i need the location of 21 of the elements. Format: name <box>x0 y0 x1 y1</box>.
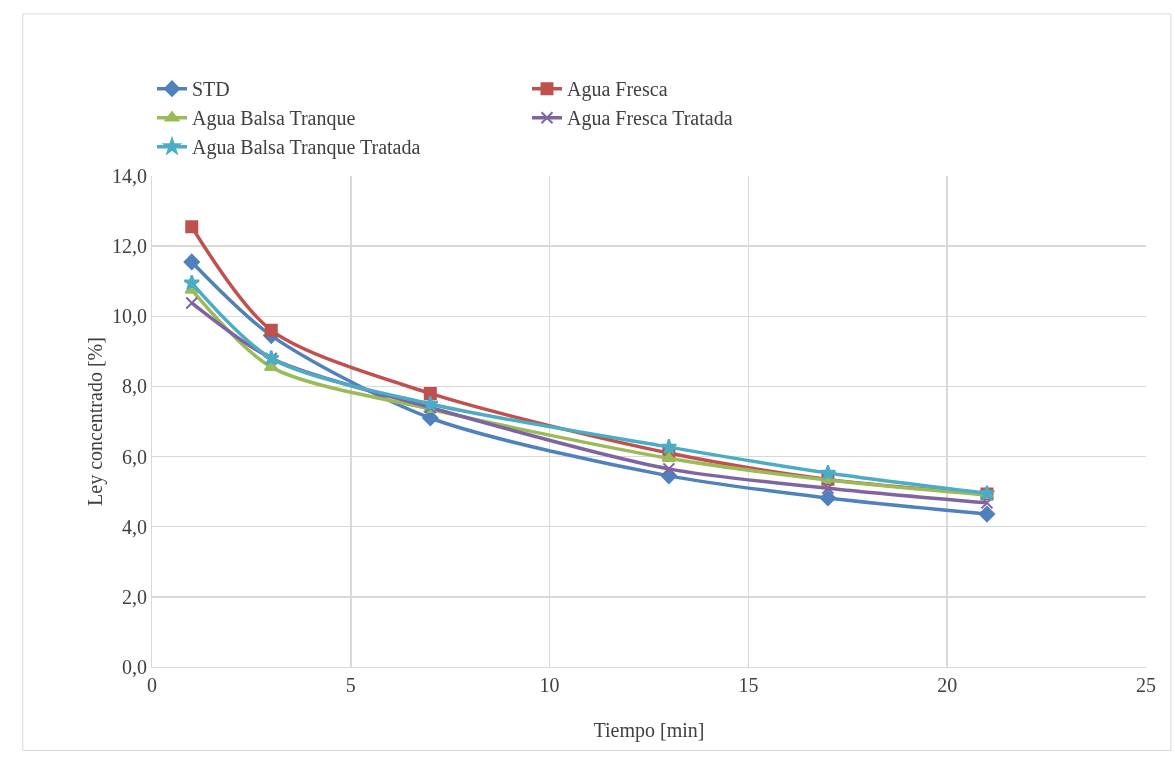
legend-label: STD <box>192 78 230 101</box>
x-tick-label: 20 <box>937 674 958 696</box>
x-tick-label: 0 <box>147 674 157 696</box>
legend-label: Agua Balsa Tranque Tratada <box>192 136 421 160</box>
legend-label: Agua Fresca <box>567 78 668 102</box>
legend-label: Agua Fresca Tratada <box>567 107 733 131</box>
y-tick-label: 2,0 <box>122 585 147 608</box>
y-tick-label: 6,0 <box>122 445 147 468</box>
x-tick-label: 10 <box>539 674 560 696</box>
y-tick-label: 0,0 <box>122 656 147 678</box>
y-tick-label: 4,0 <box>122 515 147 538</box>
y-tick-label: 12,0 <box>112 235 147 258</box>
y-tick-label: 10,0 <box>112 305 147 328</box>
y-tick-label: 8,0 <box>122 375 147 398</box>
x-tick-label: 15 <box>738 674 759 696</box>
x-axis-title: Tiempo [min] <box>593 719 705 742</box>
x-tick-label: 5 <box>345 674 356 696</box>
legend-label: Agua Balsa Tranque <box>192 107 356 131</box>
x-tick-label: 25 <box>1136 674 1156 696</box>
y-tick-label: 14,0 <box>112 165 147 187</box>
y-axis-title: Ley concentrado [%] <box>84 337 107 506</box>
